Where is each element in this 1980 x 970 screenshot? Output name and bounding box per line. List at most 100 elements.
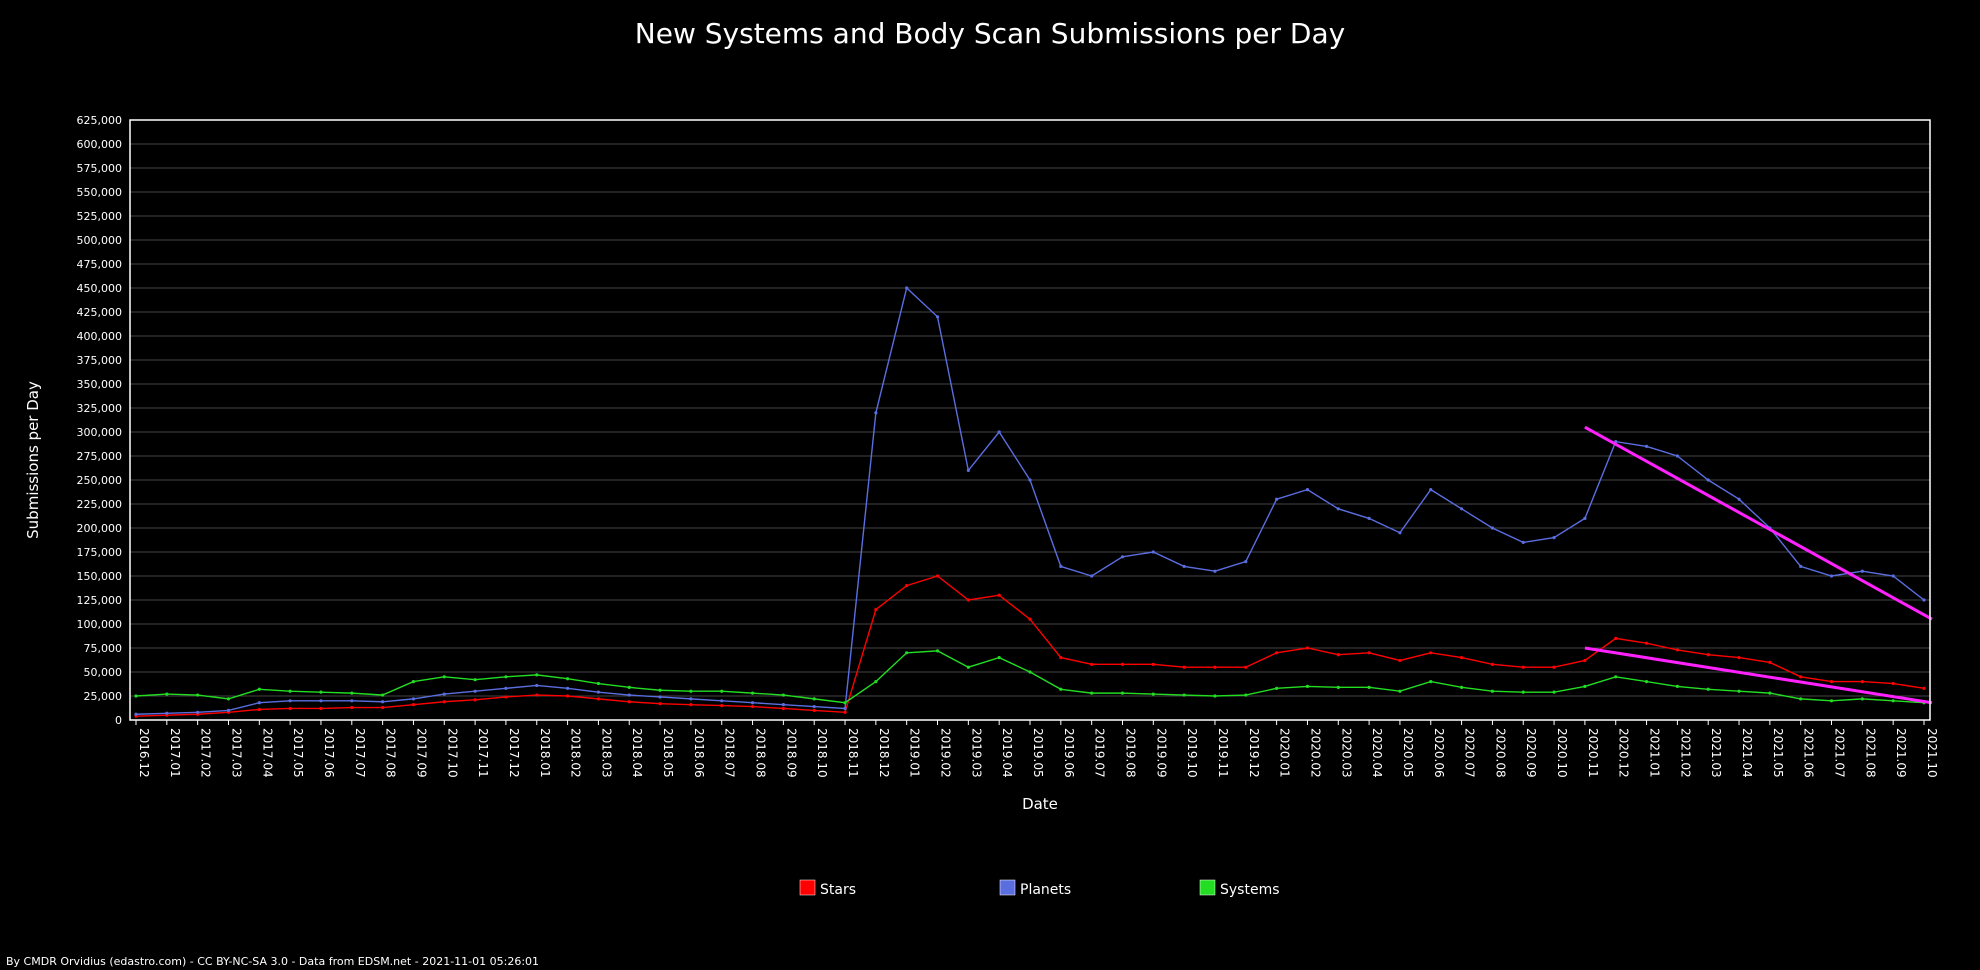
data-point-stars <box>1120 662 1125 666</box>
data-point-stars <box>1090 662 1094 666</box>
data-point-planets <box>1490 526 1495 530</box>
data-point-planets <box>319 699 323 703</box>
data-point-systems <box>627 685 631 689</box>
x-tick-label: 2018.12 <box>877 728 891 778</box>
data-point-systems <box>689 689 693 693</box>
data-point-stars <box>1614 636 1618 641</box>
data-point-stars <box>966 598 970 602</box>
y-tick-label: 475,000 <box>77 258 123 271</box>
data-point-stars <box>565 694 570 698</box>
y-tick-label: 375,000 <box>77 354 123 367</box>
data-point-planets <box>781 703 785 707</box>
data-point-systems <box>1644 680 1649 684</box>
data-point-planets <box>1891 574 1895 578</box>
data-point-systems <box>411 680 416 684</box>
x-tick-label: 2017.05 <box>291 728 305 778</box>
data-point-planets <box>627 693 631 697</box>
data-point-stars <box>874 608 878 612</box>
data-point-stars <box>350 705 354 710</box>
data-point-planets <box>750 701 755 705</box>
data-point-planets <box>1644 444 1649 448</box>
x-tick-label: 2020.07 <box>1463 728 1477 778</box>
data-point-stars <box>1768 660 1772 665</box>
x-tick-label: 2021.05 <box>1771 728 1785 778</box>
x-tick-label: 2018.05 <box>661 728 675 778</box>
data-point-stars <box>504 695 508 699</box>
data-point-planets <box>1675 454 1679 458</box>
data-point-systems <box>1583 684 1587 689</box>
data-point-stars <box>689 703 693 707</box>
x-tick-label: 2020.11 <box>1586 728 1600 778</box>
data-point-systems <box>1398 689 1402 693</box>
data-point-planets <box>1737 497 1741 501</box>
data-point-stars <box>1429 651 1433 655</box>
y-tick-label: 200,000 <box>77 522 123 535</box>
data-point-planets <box>1305 488 1310 492</box>
y-tick-label: 75,000 <box>84 642 123 655</box>
data-point-planets <box>411 697 416 701</box>
data-point-stars <box>257 707 261 712</box>
legend-label-systems: Systems <box>1220 882 1280 898</box>
footer-credit: By CMDR Orvidius (edastro.com) - CC BY-N… <box>6 955 540 968</box>
x-tick-label: 2020.09 <box>1524 728 1538 778</box>
y-tick-label: 450,000 <box>77 282 123 295</box>
x-tick-label: 2017.01 <box>168 728 182 778</box>
data-point-planets <box>1151 550 1155 554</box>
data-point-planets <box>1829 574 1834 578</box>
x-tick-label: 2019.03 <box>969 728 983 778</box>
data-point-stars <box>1398 658 1402 663</box>
x-tick-label: 2020.06 <box>1432 728 1446 778</box>
data-point-stars <box>1490 662 1495 666</box>
data-point-systems <box>165 692 169 696</box>
series-line-stars <box>135 575 1925 717</box>
x-tick-label: 2021.07 <box>1833 728 1847 778</box>
data-point-stars <box>1336 653 1340 657</box>
data-point-stars <box>596 697 601 701</box>
data-point-stars <box>1891 681 1895 686</box>
legend-swatch-planets <box>999 879 1016 896</box>
x-tick-label: 2017.02 <box>199 728 213 778</box>
data-point-planets <box>935 315 940 319</box>
data-point-planets <box>1213 569 1217 573</box>
data-point-planets <box>1367 516 1371 521</box>
data-point-systems <box>257 687 261 691</box>
data-point-planets <box>1521 540 1525 545</box>
data-point-planets <box>1275 497 1279 501</box>
data-point-systems <box>134 694 138 698</box>
x-tick-label: 2020.08 <box>1493 728 1507 778</box>
data-point-systems <box>1614 675 1618 679</box>
data-point-planets <box>504 686 508 690</box>
data-point-systems <box>1429 680 1433 684</box>
x-tick-label: 2020.04 <box>1370 728 1384 778</box>
x-tick-label: 2017.09 <box>414 728 428 778</box>
y-tick-label: 100,000 <box>77 618 123 631</box>
y-tick-label: 175,000 <box>77 546 123 559</box>
chart-title: New Systems and Body Scan Submissions pe… <box>635 17 1345 50</box>
data-point-systems <box>966 665 970 669</box>
data-point-planets <box>658 695 662 699</box>
y-tick-labels: 0 25,000 50,000 75,000 100,000 125,000 150,000… <box>77 114 123 727</box>
data-point-planets <box>535 683 539 688</box>
x-tick-label: 2018.09 <box>784 728 798 778</box>
data-point-stars <box>935 574 940 578</box>
data-point-planets <box>966 468 970 472</box>
data-point-planets <box>689 697 693 701</box>
data-point-planets <box>1336 507 1340 511</box>
data-point-systems <box>196 693 200 697</box>
data-point-stars <box>750 704 755 709</box>
data-point-stars <box>1244 665 1248 669</box>
x-tick-label: 2017.11 <box>476 728 490 778</box>
y-tick-label: 400,000 <box>77 330 123 343</box>
y-tick-label: 225,000 <box>77 498 123 511</box>
data-point-planets <box>473 689 477 693</box>
data-point-systems <box>1182 693 1186 697</box>
data-point-planets <box>1429 488 1433 492</box>
data-point-systems <box>473 678 477 682</box>
x-tick-label: 2020.05 <box>1401 728 1415 778</box>
data-point-systems <box>1521 690 1525 694</box>
data-point-stars <box>288 706 292 711</box>
data-point-systems <box>288 689 292 693</box>
data-point-stars <box>1737 656 1741 660</box>
x-tick-label: 2020.10 <box>1555 728 1569 778</box>
x-tick-label: 2016.12 <box>137 728 151 778</box>
